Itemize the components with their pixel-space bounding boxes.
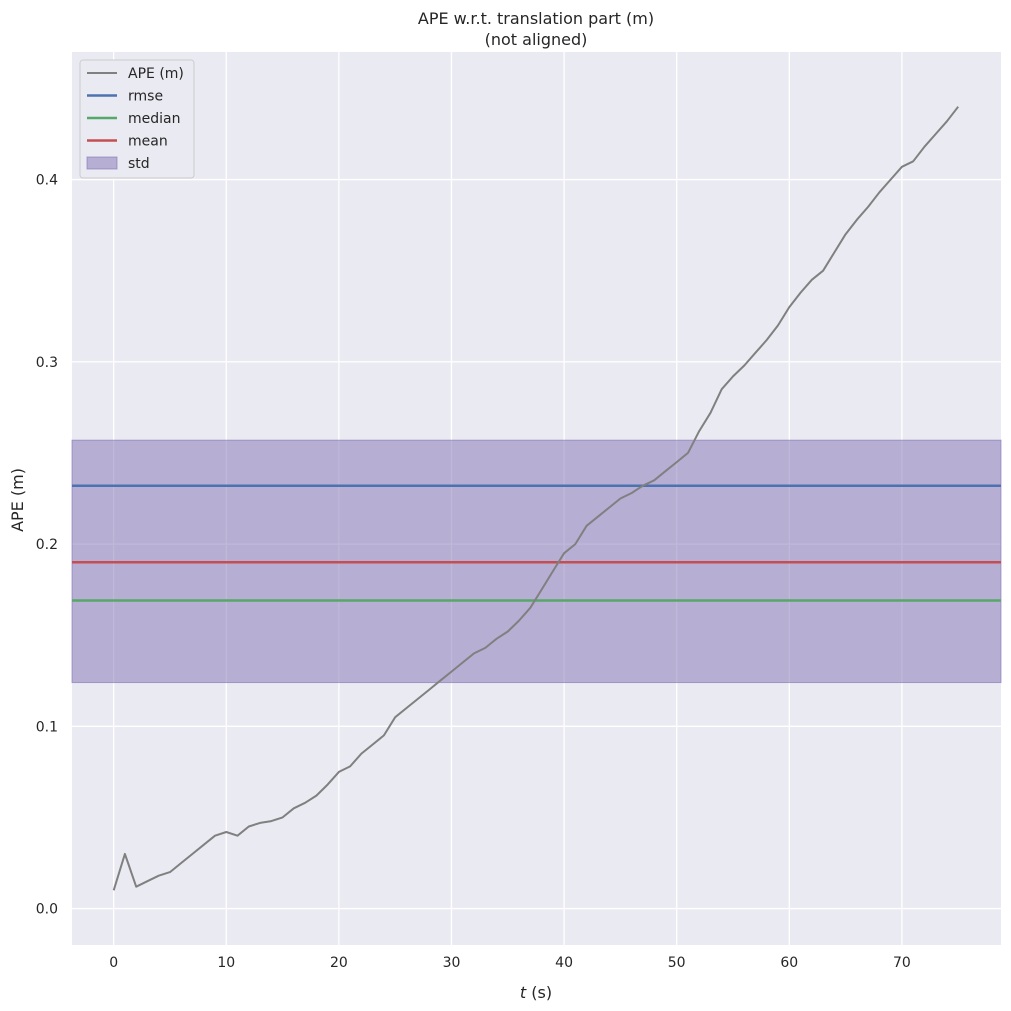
legend-label: median (128, 111, 180, 127)
y-tick-label: 0.3 (36, 355, 58, 371)
x-tick-label: 60 (780, 955, 798, 971)
legend-label: APE (m) (128, 66, 184, 82)
y-tick-label: 0.1 (36, 719, 58, 735)
x-axis-label-unit: (s) (526, 983, 552, 1002)
legend-swatch-std (86, 156, 118, 170)
x-tick-label: 70 (893, 955, 911, 971)
stat-lines (72, 484, 1001, 602)
legend-label: mean (128, 134, 168, 150)
x-axis-label-symbol: t (520, 983, 527, 1002)
legend-box (79, 59, 195, 179)
ape-series (112, 106, 959, 891)
x-tick-label: 30 (443, 955, 461, 971)
x-tick-label: 10 (217, 955, 235, 971)
y-tick-label: 0.2 (36, 537, 58, 553)
chart-subtitle: (not aligned) (485, 30, 588, 49)
x-axis-label: t (s) (520, 983, 552, 1002)
legend-label: std (128, 156, 150, 172)
y-tick-labels: 0.0 0.1 0.2 0.3 0.4 (36, 173, 58, 918)
legend-label: rmse (128, 89, 163, 105)
x-tick-label: 20 (330, 955, 348, 971)
x-tick-label: 0 (109, 955, 118, 971)
chart-title: APE w.r.t. translation part (m) (418, 9, 654, 28)
x-tick-label: 40 (555, 955, 573, 971)
y-tick-label: 0.0 (36, 902, 58, 918)
legend: APE (m) rmse median mean std (79, 59, 195, 179)
ape-line (112, 106, 959, 891)
x-tick-label: 50 (668, 955, 686, 971)
x-tick-labels: 0 10 20 30 40 50 60 70 (109, 955, 911, 971)
y-tick-label: 0.4 (36, 173, 58, 189)
y-axis-label: APE (m) (8, 468, 27, 532)
